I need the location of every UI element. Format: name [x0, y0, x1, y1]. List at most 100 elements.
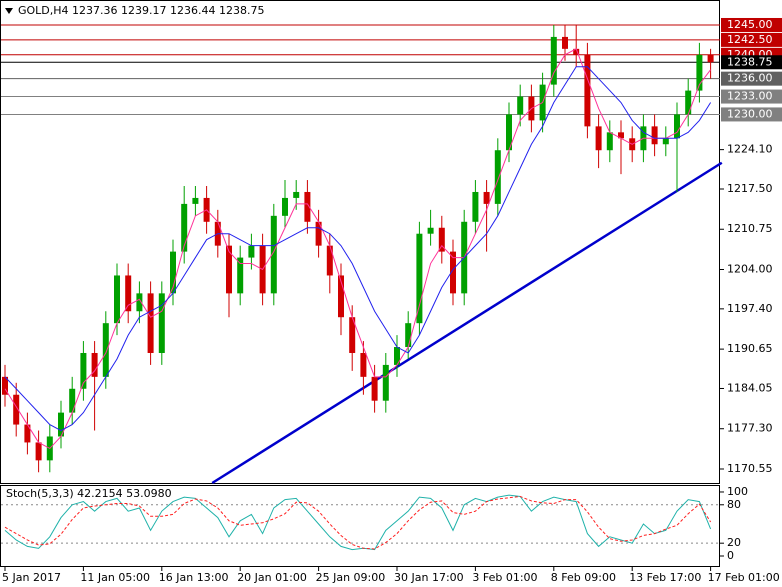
- candle-body: [80, 352, 87, 389]
- candle-body: [573, 48, 580, 55]
- indicator-title: Stoch(5,3,3) 42.2154 53.0980: [6, 487, 172, 500]
- candle-body: [416, 233, 423, 324]
- candle-body: [685, 90, 692, 115]
- x-tick-label: 30 Jan 17:00: [394, 571, 464, 584]
- candle-body: [405, 323, 412, 348]
- y-tick-label: 1177.30: [727, 422, 773, 435]
- candle-body: [24, 424, 31, 443]
- x-tick-label: 20 Jan 01:00: [237, 571, 307, 584]
- level-label: 1238.75: [727, 55, 773, 68]
- x-tick-label: 3 Feb 01:00: [472, 571, 537, 584]
- level-label: 1245.00: [727, 18, 773, 31]
- candle-body: [394, 347, 400, 365]
- y-tick-label: 1190.65: [727, 342, 773, 355]
- candle-body: [270, 215, 277, 294]
- candle-body: [2, 376, 8, 395]
- level-label-bg: [721, 17, 782, 32]
- stoch-line: [4, 495, 712, 550]
- candle-body: [147, 293, 154, 353]
- x-tick-label: 16 Jan 13:00: [159, 571, 229, 584]
- level-label-bg: [721, 89, 782, 104]
- x-tick-label: 13 Feb 17:00: [629, 571, 701, 584]
- level-label-bg: [721, 55, 782, 70]
- candle-body: [696, 54, 703, 91]
- candle-body: [91, 352, 98, 377]
- candle-body: [248, 245, 255, 258]
- candle-body: [707, 54, 714, 63]
- candle-body: [293, 191, 300, 198]
- level-label-bg: [721, 32, 782, 47]
- y-tick-label: 1217.50: [727, 182, 773, 195]
- x-tick-label: 11 Jan 05:00: [80, 571, 150, 584]
- candle-body: [315, 221, 322, 246]
- x-tick-label: 25 Jan 09:00: [316, 571, 386, 584]
- candle-body: [304, 191, 311, 222]
- candle-body: [506, 114, 512, 151]
- candle-body: [550, 36, 557, 85]
- candle-body: [438, 227, 445, 252]
- x-tick-label: 17 Feb 01:00: [708, 571, 780, 584]
- candle-body: [606, 132, 613, 151]
- candle-body: [472, 191, 479, 222]
- candle-body: [158, 293, 165, 353]
- candle-body: [494, 150, 501, 204]
- candle-body: [618, 132, 624, 139]
- candle-body: [181, 203, 188, 252]
- stoch-panel: [0, 485, 720, 567]
- candle-body: [136, 293, 143, 312]
- y-tick-label: 1184.05: [727, 381, 773, 394]
- level-label: 1233.00: [727, 90, 773, 103]
- candle-body: [226, 245, 232, 294]
- y-tick-label: 100: [727, 485, 748, 498]
- collapse-icon[interactable]: [5, 8, 13, 14]
- candle-body: [13, 394, 20, 425]
- candle-body: [326, 245, 333, 276]
- candle-body: [282, 197, 288, 216]
- candle-body: [125, 275, 132, 312]
- candle-body: [371, 376, 378, 401]
- level-label-bg: [721, 71, 782, 86]
- candle-body: [483, 191, 490, 204]
- candle-body: [170, 251, 176, 294]
- moving-average: [4, 66, 712, 432]
- y-tick-label: 1170.55: [727, 462, 773, 475]
- candle-body: [338, 275, 344, 318]
- candle-body: [562, 36, 568, 49]
- candle-body: [450, 251, 456, 294]
- moving-average: [4, 48, 711, 450]
- y-tick-label: 1197.40: [727, 302, 773, 315]
- candle-body: [517, 96, 524, 115]
- level-label: 1242.50: [727, 33, 773, 46]
- y-tick-label: 0: [727, 549, 734, 562]
- y-tick-label: 1224.10: [727, 143, 773, 156]
- x-tick-label: 8 Feb 09:00: [551, 571, 616, 584]
- main-panel: [0, 0, 720, 484]
- y-tick-label: 20: [727, 536, 741, 549]
- candle-body: [192, 197, 199, 204]
- candle-body: [674, 114, 680, 139]
- candle-body: [58, 412, 64, 437]
- candle-body: [382, 364, 389, 401]
- candle-body: [584, 54, 591, 127]
- candle-body: [427, 227, 434, 234]
- candle-body: [651, 126, 658, 145]
- candle-body: [237, 257, 244, 294]
- candle-body: [35, 442, 42, 461]
- candle-body: [114, 275, 120, 324]
- level-label: 1230.00: [727, 107, 773, 120]
- candle-body: [349, 317, 356, 353]
- y-tick-label: 1204.00: [727, 262, 773, 275]
- candle-body: [69, 388, 76, 413]
- y-tick-label: 1210.75: [727, 222, 773, 235]
- level-label-bg: [721, 107, 782, 122]
- level-label: 1236.00: [727, 72, 773, 85]
- x-tick-label: 5 Jan 2017: [2, 571, 61, 584]
- candle-body: [102, 323, 109, 377]
- candle-body: [595, 126, 602, 151]
- candle-body: [662, 138, 669, 145]
- trendline: [211, 161, 723, 485]
- y-tick-label: 80: [727, 498, 741, 511]
- chart-title: GOLD,H4 1237.36 1239.17 1236.44 1238.75: [18, 4, 265, 17]
- stoch-line: [4, 494, 712, 551]
